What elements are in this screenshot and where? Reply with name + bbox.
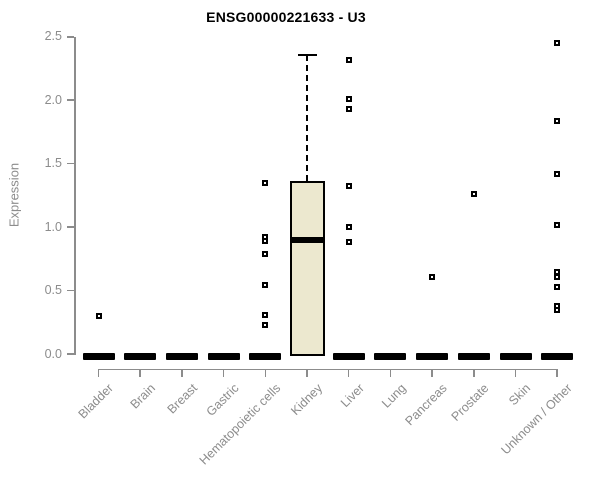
x-category-label: Lung bbox=[378, 381, 409, 411]
outlier-point bbox=[345, 239, 352, 246]
outlier-point bbox=[345, 183, 352, 190]
zero-box bbox=[416, 353, 449, 360]
zero-box bbox=[124, 353, 157, 360]
x-tick bbox=[431, 368, 433, 377]
zero-box bbox=[541, 353, 574, 360]
x-tick bbox=[306, 368, 308, 377]
zero-box bbox=[374, 353, 407, 360]
zero-box bbox=[207, 353, 240, 360]
x-tick bbox=[222, 368, 225, 377]
outlier-point bbox=[470, 191, 477, 198]
zero-box bbox=[165, 353, 198, 360]
x-tick bbox=[139, 368, 141, 377]
zero-box bbox=[457, 353, 490, 360]
x-category-label: Brain bbox=[127, 381, 159, 412]
zero-box bbox=[499, 353, 532, 360]
outlier-point bbox=[262, 311, 269, 318]
whisker bbox=[306, 54, 308, 182]
y-tick-label: 2.5 bbox=[44, 29, 62, 44]
x-tick bbox=[264, 368, 267, 377]
x-category-label: Skin bbox=[506, 381, 534, 409]
y-axis-title: Expression bbox=[6, 162, 22, 228]
y-tick bbox=[67, 226, 74, 228]
x-category-label: Hematopoietic cells bbox=[196, 381, 284, 468]
x-category-label: Liver bbox=[337, 381, 367, 411]
outlier-point bbox=[345, 95, 352, 102]
chart-title: ENSG00000221633 - U3 bbox=[206, 9, 366, 25]
x-tick bbox=[473, 368, 475, 377]
outlier-point bbox=[554, 306, 561, 313]
outlier-point bbox=[262, 282, 269, 289]
x-tick bbox=[389, 368, 392, 377]
outlier-point bbox=[95, 312, 102, 319]
x-category-label: Pancreas bbox=[402, 381, 451, 429]
outlier-point bbox=[345, 56, 352, 63]
x-category-label: Kidney bbox=[287, 381, 325, 418]
y-tick bbox=[67, 162, 74, 165]
outlier-point bbox=[262, 250, 269, 257]
outlier-point bbox=[262, 179, 269, 186]
box bbox=[289, 181, 325, 356]
zero-box bbox=[249, 353, 282, 360]
outlier-point bbox=[262, 238, 269, 245]
y-tick-label: 0.0 bbox=[44, 346, 62, 361]
outlier-point bbox=[345, 224, 352, 231]
x-tick bbox=[556, 368, 558, 377]
x-category-label: Prostate bbox=[448, 381, 492, 424]
outlier-point bbox=[554, 117, 561, 124]
outlier-point bbox=[262, 321, 269, 328]
zero-box bbox=[332, 353, 365, 360]
y-tick bbox=[67, 353, 74, 355]
outlier-point bbox=[345, 106, 352, 113]
x-axis-line bbox=[97, 368, 558, 370]
outlier-point bbox=[554, 40, 561, 47]
x-tick bbox=[514, 368, 517, 377]
outlier-point bbox=[554, 273, 561, 280]
x-category-label: Bladder bbox=[76, 381, 117, 422]
median-line bbox=[289, 236, 325, 243]
x-tick bbox=[97, 368, 100, 377]
x-category-label: Breast bbox=[164, 381, 200, 417]
y-tick bbox=[67, 36, 74, 38]
y-tick-label: 1.5 bbox=[44, 156, 62, 171]
outlier-point bbox=[429, 273, 436, 280]
y-tick bbox=[67, 99, 74, 101]
y-tick-label: 1.0 bbox=[44, 219, 62, 234]
x-tick bbox=[181, 368, 183, 377]
x-tick bbox=[347, 368, 350, 377]
y-tick bbox=[67, 289, 74, 292]
x-category-label: Gastric bbox=[203, 381, 242, 419]
outlier-point bbox=[554, 221, 561, 228]
outlier-point bbox=[554, 170, 561, 177]
y-tick-label: 0.5 bbox=[44, 283, 62, 298]
outlier-point bbox=[554, 268, 561, 275]
outlier-point bbox=[554, 283, 561, 290]
y-axis-line bbox=[74, 36, 76, 355]
y-tick-label: 2.0 bbox=[44, 92, 62, 107]
whisker-cap bbox=[297, 53, 317, 57]
zero-box bbox=[82, 353, 115, 360]
